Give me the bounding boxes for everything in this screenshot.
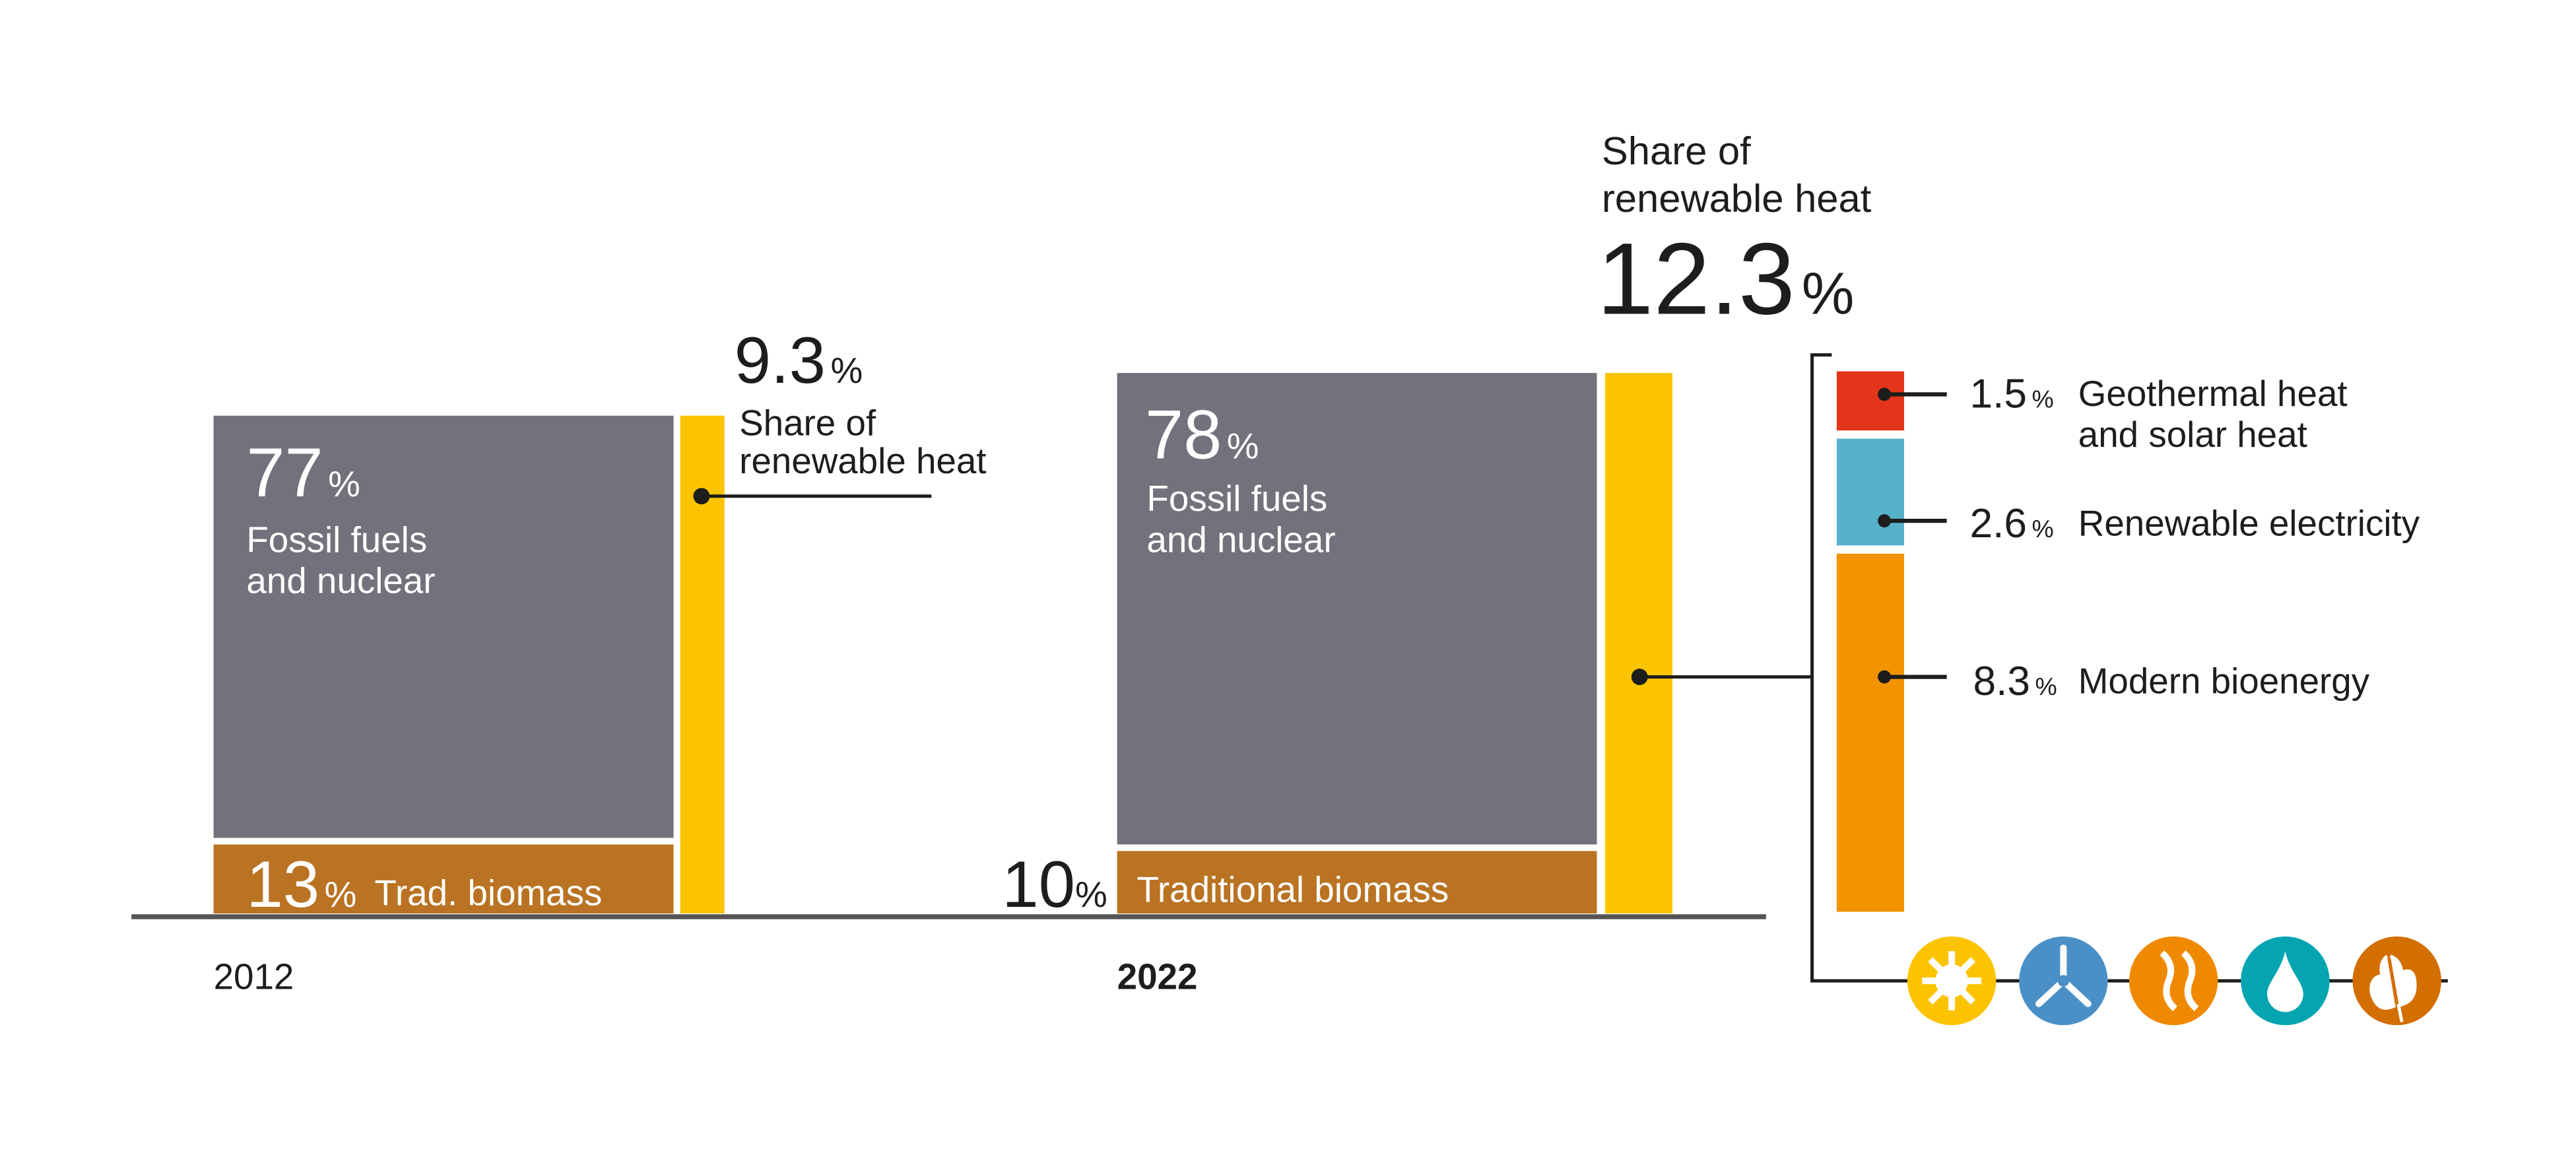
value-2022-renewable: 12.3% — [1597, 221, 1854, 335]
label-2022-fossil-2: and nuclear — [1146, 519, 1335, 560]
bar-2022-renewable — [1604, 373, 1672, 914]
value-bioenergy: 8.3% — [1973, 659, 2057, 704]
label-2012-renewable-1: Share of — [739, 403, 876, 444]
label-2022-biomass: Traditional biomass — [1137, 869, 1449, 910]
water-drop-icon — [2241, 936, 2330, 1026]
label-geothermal-2: and solar heat — [2078, 414, 2307, 455]
year-2022: 2022 — [1117, 956, 1198, 997]
value-2012-fossil: 77% — [246, 434, 360, 512]
leader-dot-2012 — [693, 488, 710, 505]
year-2012: 2012 — [214, 956, 294, 997]
label-2012-fossil-2: and nuclear — [246, 560, 435, 601]
value-2012-biomass: 13% — [246, 848, 356, 921]
leader-dot-geothermal — [1878, 387, 1892, 401]
bar-geothermal-solar — [1836, 371, 1904, 431]
leaf-icon — [2352, 936, 2441, 1026]
label-2012-fossil-1: Fossil fuels — [246, 519, 427, 560]
label-geothermal-1: Geothermal heat — [2078, 373, 2348, 414]
value-geothermal: 1.5% — [1970, 371, 2054, 416]
bar-2022-biomass — [1117, 851, 1597, 914]
label-bioenergy: Modern bioenergy — [2078, 660, 2370, 701]
bar-2012-fossil — [213, 415, 674, 838]
bar-renewable-electricity — [1836, 438, 1904, 546]
value-2012-renewable: 9.3% — [735, 324, 863, 397]
label-2022-renewable-1: Share of — [1602, 129, 1751, 173]
bar-2022-fossil — [1117, 373, 1597, 845]
leader-dot-bioenergy — [1878, 670, 1892, 684]
leader-dot-electricity — [1878, 514, 1892, 528]
label-2012-renewable-2: renewable heat — [739, 440, 986, 481]
value-2022-biomass: 10% — [1002, 848, 1107, 921]
bar-2012-biomass — [213, 844, 674, 914]
label-2022-renewable-2: renewable heat — [1602, 176, 1872, 220]
breakdown-leaders — [1884, 392, 1947, 679]
value-2022-fossil: 78% — [1145, 397, 1259, 474]
heat-waves-icon — [2129, 936, 2218, 1026]
bar-modern-bioenergy — [1836, 553, 1904, 912]
sun-icon — [1907, 936, 1997, 1026]
value-electricity: 2.6% — [1970, 501, 2054, 546]
leader-dot-2022 — [1631, 669, 1648, 686]
label-electricity: Renewable electricity — [2078, 503, 2420, 544]
label-2022-fossil-1: Fossil fuels — [1146, 478, 1327, 519]
wind-turbine-icon — [2019, 936, 2108, 1026]
label-2012-biomass: Trad. biomass — [375, 873, 603, 913]
